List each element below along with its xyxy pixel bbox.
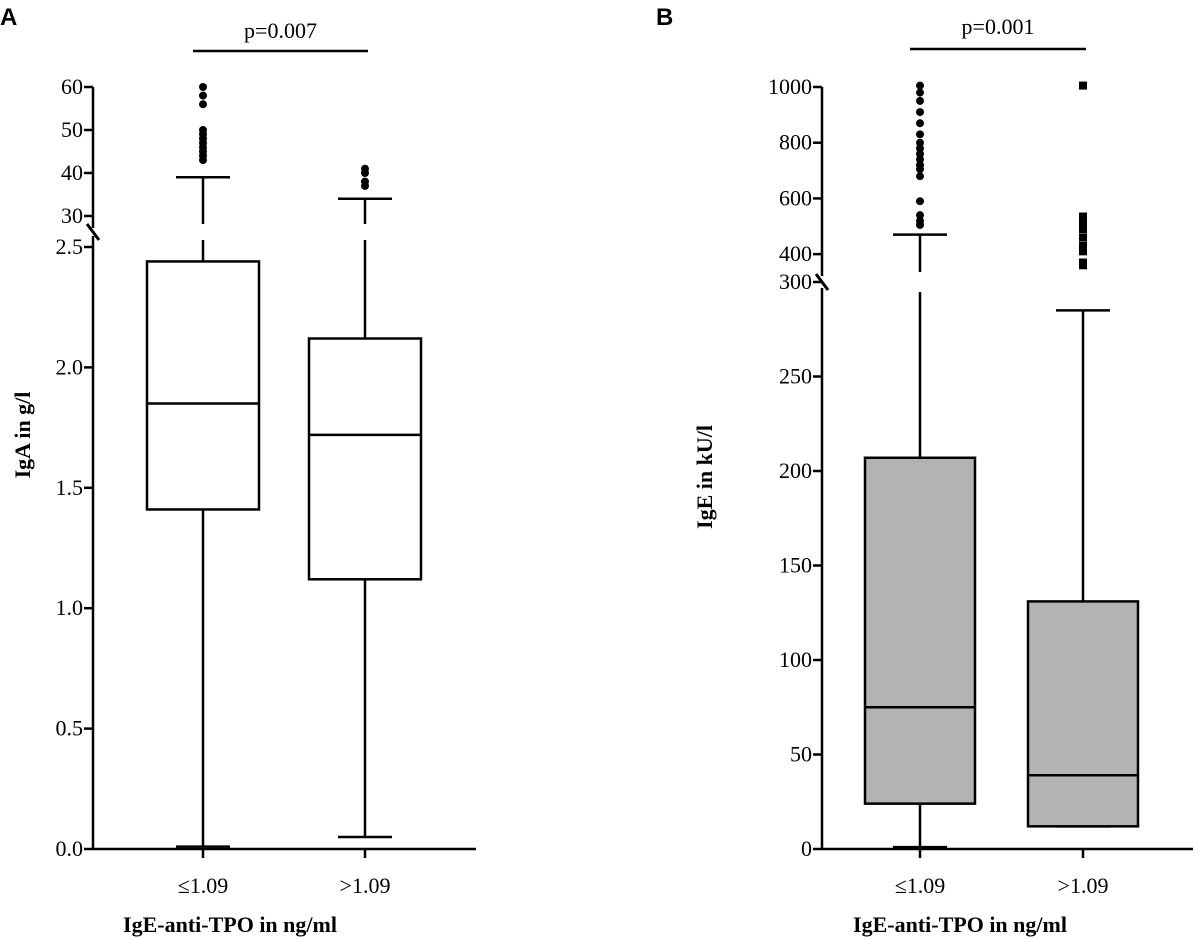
y-tick-label: 100 [779,647,812,672]
outlier-point [1079,258,1087,267]
box-iqr [307,337,423,581]
box-gt-1-09 [1026,81,1140,828]
box-le-1-09 [863,81,977,849]
box-iqr [1026,600,1140,828]
y-tick-label: 2.5 [56,234,84,259]
x-tick-label: >1.09 [340,873,391,898]
p-value-label: p=0.001 [962,14,1035,39]
x-tick-label: >1.09 [1058,873,1109,898]
outlier-point [1079,212,1087,221]
y-tick-label: 1000 [768,74,812,99]
p-value-label: p=0.007 [244,18,317,43]
outlier-point [199,100,207,109]
box-gt-1-09 [307,164,423,839]
outlier-point [916,216,924,225]
y-tick-label: 40 [61,160,83,185]
outlier-point [199,126,207,134]
y-tick-label: 600 [779,185,812,210]
y-tick-label: 0.5 [56,716,84,741]
outlier-point [1079,241,1087,250]
outlier-point [361,177,369,186]
y-tick-label: 250 [779,364,812,389]
panel-letter: A [0,4,17,31]
outlier-point [916,211,924,220]
panel-letter: B [656,4,673,31]
panel-a: A 0.0 0.5 1.0 1.5 2.0 2.5 30 40 50 60 IgA in g/l ≤1.… [0,4,476,937]
box-iqr [145,260,261,511]
y-tick-label: 0.0 [56,836,84,861]
outlier-point [916,172,924,181]
y-tick-label: 0 [801,836,812,861]
y-tick-label: 300 [779,269,812,294]
y-tick-label: 30 [61,203,83,228]
y-axis-title: IgA in g/l [10,392,35,479]
outlier-point [1079,216,1087,225]
outlier-point [916,161,924,169]
outlier-point [916,138,924,147]
y-tick-label: 800 [779,130,812,155]
x-tick-label: ≤1.09 [178,873,229,898]
y-tick-label: 150 [779,553,812,578]
box-iqr [863,456,977,805]
y-tick-label: 1.0 [56,595,84,620]
box-le-1-09 [145,83,261,848]
axis-break-mark [85,223,101,241]
x-tick-label: ≤1.09 [895,873,946,898]
y-tick-label: 50 [61,117,83,142]
outlier-point [1079,81,1087,90]
outlier-point [199,83,207,91]
outlier-point [916,197,924,206]
outlier-point [916,155,924,164]
x-axis-title: IgE-anti-TPO in ng/ml [123,912,337,937]
x-axis-title: IgE-anti-TPO in ng/ml [853,912,1067,937]
panel-b: B 0 50 100 150 200 250 300 400 600 800 1000 IgE in k… [656,4,1193,937]
y-tick-label: 2.0 [56,354,84,379]
outlier-point [916,81,924,90]
outlier-point [916,149,924,158]
outlier-point [916,96,924,105]
y-tick-label: 60 [61,74,83,99]
y-tick-label: 200 [779,458,812,483]
outlier-point [199,91,207,100]
y-tick-label: 400 [779,241,812,266]
outlier-point [361,164,369,173]
outlier-point [916,119,924,128]
outlier-point [1079,247,1087,256]
outlier-point [916,88,924,97]
outlier-point [916,108,924,117]
outlier-point [1079,225,1087,234]
y-axis-title: IgE in kU/l [692,425,717,529]
outlier-point [916,144,924,153]
outlier-point [1079,233,1087,242]
y-tick-label: 1.5 [56,475,84,500]
outlier-point [916,130,924,139]
y-tick-label: 50 [790,742,812,767]
